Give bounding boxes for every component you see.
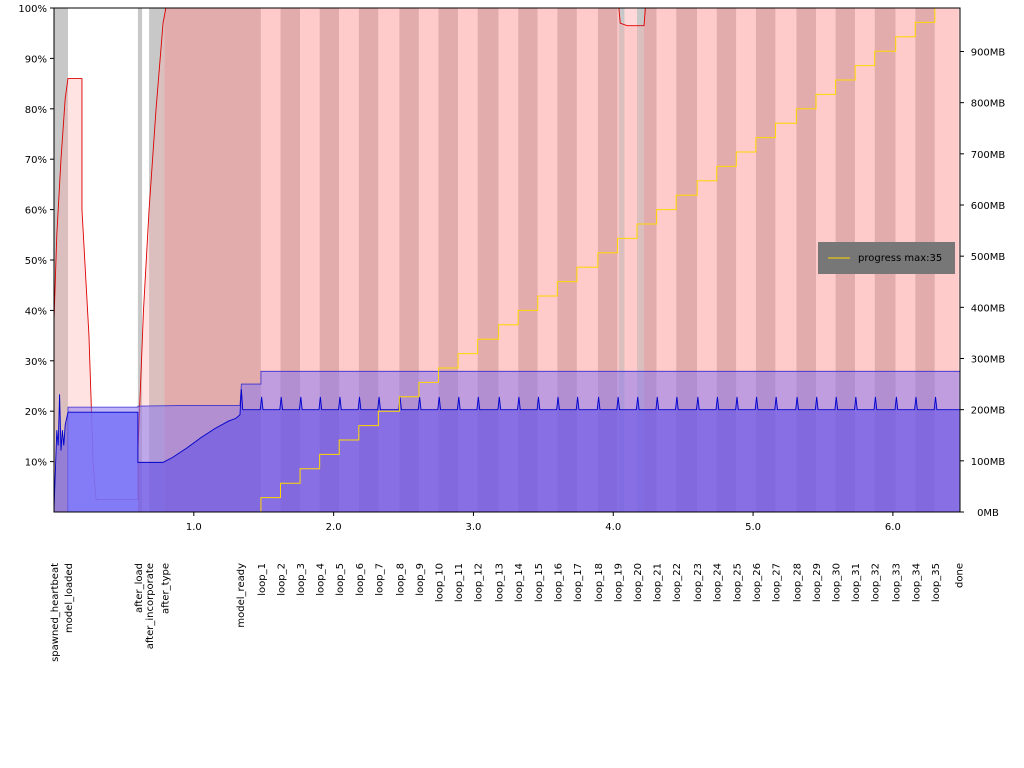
event-label: loop_11 — [454, 563, 465, 602]
y-left-tick-label: 60% — [25, 206, 47, 217]
y-left-tick-label: 40% — [25, 306, 47, 317]
y-right-tick-label: 300MB — [971, 354, 1006, 365]
idle-band — [618, 30, 625, 512]
event-label: loop_1 — [257, 563, 268, 596]
idle-band — [637, 8, 645, 30]
event-label: loop_33 — [892, 563, 903, 602]
memory-area — [54, 389, 960, 512]
event-label: loop_28 — [792, 563, 803, 602]
event-label: loop_14 — [514, 563, 525, 602]
y-left-tick-label: 80% — [25, 105, 47, 116]
event-label: spawned_heartbeat — [50, 563, 61, 662]
event-label: after_type — [160, 563, 171, 614]
event-label: after_incorporate — [145, 563, 156, 649]
event-label: loop_30 — [832, 563, 843, 602]
event-label: loop_13 — [495, 563, 506, 602]
event-label: loop_19 — [613, 563, 624, 602]
legend-label: progress max:35 — [858, 253, 942, 264]
event-label: loop_4 — [316, 563, 327, 596]
y-left-tick-label: 100% — [18, 4, 47, 15]
event-label: loop_27 — [771, 563, 782, 602]
event-label: loop_23 — [693, 563, 704, 602]
event-label: loop_6 — [355, 563, 366, 596]
event-label: loop_5 — [335, 563, 346, 596]
x-tick-label: 1.0 — [186, 522, 202, 533]
event-label: loop_20 — [633, 563, 644, 602]
y-left-tick-label: 50% — [25, 256, 47, 267]
event-label: loop_26 — [752, 563, 763, 602]
y-right-tick-label: 100MB — [971, 457, 1006, 468]
event-label: done — [955, 563, 966, 588]
y-right-tick-label: 700MB — [971, 150, 1006, 161]
event-label: loop_17 — [573, 563, 584, 602]
event-label: loop_35 — [931, 563, 942, 602]
idle-band — [618, 8, 625, 30]
event-label: loop_34 — [911, 563, 922, 602]
event-label: loop_18 — [594, 563, 605, 602]
event-label: loop_25 — [732, 563, 743, 602]
event-label: loop_10 — [434, 563, 445, 602]
y-right-tick-label: 800MB — [971, 99, 1006, 110]
x-tick-label: 3.0 — [465, 522, 481, 533]
y-left-tick-label: 10% — [25, 458, 47, 469]
x-tick-label: 2.0 — [326, 522, 342, 533]
y-right-tick-label: 600MB — [971, 201, 1006, 212]
memory-series-layer — [53, 370, 961, 513]
y-right-tick-label: 500MB — [971, 252, 1006, 263]
memory-line — [53, 389, 961, 512]
event-label: loop_2 — [277, 563, 288, 596]
y-right-tick-label: 0MB — [977, 508, 999, 519]
event-label: after_load — [134, 563, 145, 613]
event-label: loop_21 — [653, 563, 664, 602]
idle-band — [637, 30, 645, 512]
progress-line — [54, 7, 960, 513]
event-label: loop_22 — [672, 563, 683, 602]
event-label: model_loaded — [64, 563, 75, 633]
event-label: loop_12 — [474, 563, 485, 602]
y-left-tick-label: 70% — [25, 155, 47, 166]
event-label: loop_31 — [851, 563, 862, 602]
x-tick-label: 6.0 — [885, 522, 901, 533]
x-axis-ticks: 1.0 2.0 3.0 4.0 5.0 6.0 — [186, 512, 901, 533]
y-left-tick-label: 30% — [25, 357, 47, 368]
y-left-tick-label: 90% — [25, 54, 47, 65]
y-right-tick-label: 200MB — [971, 406, 1006, 417]
idle-band — [54, 30, 68, 512]
idle-band — [54, 8, 68, 30]
event-label: loop_3 — [296, 563, 307, 596]
event-label: loop_15 — [534, 563, 545, 602]
y-left-tick-label: 20% — [25, 407, 47, 418]
event-label: loop_8 — [395, 563, 406, 596]
idle-band — [137, 8, 143, 30]
x-tick-label: 5.0 — [745, 522, 761, 533]
event-label: loop_16 — [553, 563, 564, 602]
idle-band — [137, 30, 143, 512]
y-right-axis: 0MB 100MB 200MB 300MB 400MB 500MB 600MB 700MB 80… — [960, 47, 1005, 519]
y-right-tick-label: 400MB — [971, 303, 1006, 314]
event-label: loop_29 — [812, 563, 823, 602]
event-labels: spawned_heartbeat model_loaded after_load a… — [50, 563, 966, 662]
y-right-tick-label: 900MB — [971, 47, 1006, 58]
event-label: loop_7 — [374, 563, 385, 596]
x-tick-label: 4.0 — [605, 522, 621, 533]
event-label: loop_24 — [713, 563, 724, 602]
y-left-axis: 10% 20% 30% 40% 50% 60% 70% 80% 90% 100% — [18, 4, 54, 469]
event-label: loop_9 — [415, 563, 426, 596]
event-label: model_ready — [236, 563, 247, 628]
memory-load-block — [67, 412, 138, 512]
event-label: loop_32 — [871, 563, 882, 602]
progress-series-layer — [54, 7, 960, 513]
legend: progress max:35 — [818, 242, 955, 274]
idle-band — [149, 8, 165, 30]
